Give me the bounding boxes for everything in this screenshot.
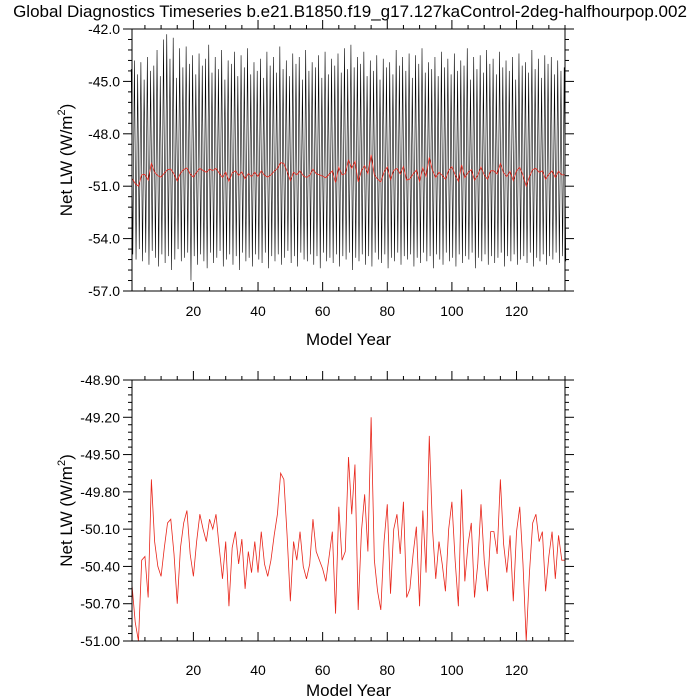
- bottom-plot-frame: [131, 379, 566, 642]
- bottom-x-tick-label: 20: [186, 662, 202, 678]
- top-x-axis-label: Model Year: [306, 330, 391, 349]
- bottom-x-tick-label: 80: [379, 662, 395, 678]
- top-y-tick-label: -51.0: [88, 178, 120, 194]
- top-x-tick-label: 100: [440, 303, 464, 319]
- top-x-tick-label: 60: [315, 303, 331, 319]
- bottom-x-tick-label: 60: [315, 662, 331, 678]
- top-monthly-series-line: [130, 34, 567, 281]
- bottom-y-tick-label: -49.20: [80, 409, 120, 425]
- bottom-y-axis-label: Net LW (W/m2): [56, 454, 76, 567]
- top-y-tick-label: -57.0: [88, 283, 120, 299]
- top-annual-series-line: [131, 154, 565, 188]
- bottom-y-tick-label: -50.70: [80, 596, 120, 612]
- bottom-x-tick-label: 100: [440, 662, 464, 678]
- bottom-y-tick-label: -50.10: [80, 521, 120, 537]
- bottom-y-tick-label: -51.00: [80, 633, 120, 649]
- top-y-tick-label: -54.0: [88, 231, 120, 247]
- top-x-tick-label: 80: [379, 303, 395, 319]
- chart-title: Global Diagnostics Timeseries b.e21.B185…: [13, 2, 687, 21]
- top-x-tick-label: 120: [505, 303, 529, 319]
- top-y-tick-label: -48.0: [88, 126, 120, 142]
- bottom-y-tick-label: -49.50: [80, 447, 120, 463]
- top-plot-frame: [131, 28, 566, 292]
- bottom-annual-series-line: [131, 417, 565, 642]
- top-y-tick-label: -45.0: [88, 73, 120, 89]
- bottom-x-tick-label: 40: [250, 662, 266, 678]
- top-x-tick-label: 20: [186, 303, 202, 319]
- bottom-y-tick-label: -48.90: [80, 372, 120, 388]
- top-y-tick-label: -42.0: [88, 21, 120, 37]
- top-x-tick-label: 40: [250, 303, 266, 319]
- bottom-panel: 20 40 60 80 100 120 -48.90 -49.20 -49.50 -49.80 -5…: [56, 371, 574, 700]
- bottom-y-tick-label: -49.80: [80, 484, 120, 500]
- bottom-x-axis-label: Model Year: [306, 681, 391, 700]
- top-panel: 20 40 60 80 100 120 -42.0 -45.0 -48.0 -51.0 -54.0 -…: [56, 20, 574, 349]
- top-y-axis-label: Net LW (W/m2): [56, 104, 76, 217]
- bottom-x-tick-label: 120: [505, 662, 529, 678]
- bottom-y-tick-label: -50.40: [80, 558, 120, 574]
